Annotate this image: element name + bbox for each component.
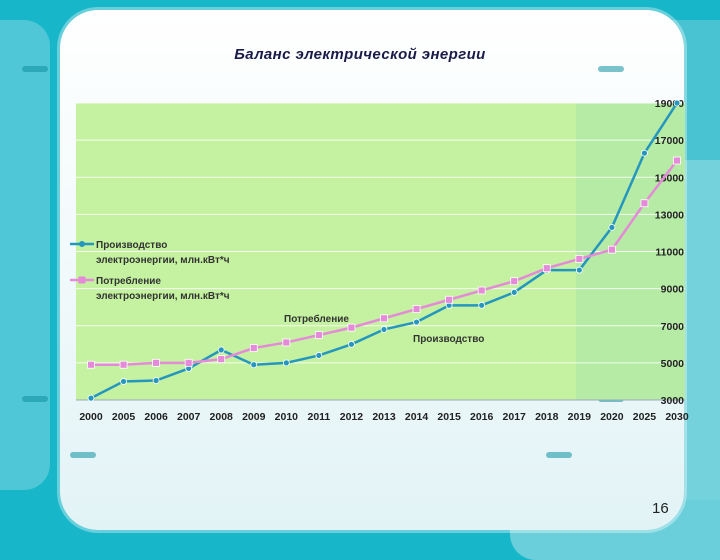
decor-bar-top-right — [598, 66, 624, 72]
annotation-production: Производство — [413, 334, 484, 345]
data-point — [608, 223, 616, 231]
decor-bar-mid-left — [22, 396, 48, 402]
data-point — [575, 266, 583, 274]
data-point — [119, 360, 128, 369]
data-point — [250, 361, 258, 369]
data-point — [607, 245, 616, 254]
x-tick-label: 2009 — [242, 411, 266, 423]
x-tick-label: 2006 — [144, 411, 168, 423]
x-tick-label: 2005 — [112, 411, 136, 423]
data-point — [542, 264, 551, 273]
data-point — [478, 301, 486, 309]
y-tick-label: 7000 — [661, 321, 685, 333]
x-tick-label: 2012 — [340, 411, 364, 423]
data-point — [413, 318, 420, 326]
data-point — [217, 346, 225, 354]
background-panel-left — [0, 20, 50, 490]
x-tick-label: 2000 — [79, 411, 103, 423]
annotation-consumption: Потребление — [284, 313, 349, 325]
data-point — [314, 331, 323, 339]
data-point — [673, 156, 681, 165]
x-tick-label: 2015 — [437, 411, 461, 423]
x-tick-label: 2025 — [633, 411, 657, 423]
legend-label: электроэнергии, млн.кВт*ч — [96, 255, 230, 266]
x-tick-label: 2010 — [275, 411, 299, 423]
y-tick-label: 17000 — [655, 135, 684, 147]
x-tick-label: 2030 — [665, 411, 689, 423]
x-tick-label: 2013 — [372, 411, 396, 423]
decor-bar-top-left — [22, 66, 48, 72]
legend-label: Производство — [96, 240, 167, 251]
data-point — [412, 305, 421, 313]
legend-label: Потребление — [96, 275, 161, 287]
decor-bar-low-left — [70, 452, 96, 458]
data-point — [184, 358, 193, 367]
data-point — [510, 277, 519, 286]
x-tick-label: 2014 — [405, 411, 429, 423]
data-point — [445, 295, 454, 304]
data-point — [152, 377, 160, 384]
data-point — [120, 378, 127, 385]
data-point — [477, 286, 486, 295]
line-chart: 3000500070009000110001300015000170001900… — [70, 98, 689, 423]
data-point — [641, 149, 648, 157]
y-tick-label: 11000 — [655, 247, 684, 259]
decor-bar-low-right — [546, 452, 572, 458]
x-tick-label: 2007 — [177, 411, 201, 423]
data-point — [315, 352, 323, 359]
data-point — [347, 323, 356, 332]
x-tick-label: 2008 — [210, 411, 234, 423]
x-tick-label: 2020 — [600, 411, 624, 423]
y-tick-label: 3000 — [661, 395, 685, 407]
data-point — [282, 359, 290, 367]
y-tick-label: 5000 — [661, 358, 685, 370]
data-point — [87, 360, 95, 369]
legend-label: электроэнергии, млн.кВт*ч — [96, 291, 230, 302]
data-point — [510, 288, 518, 296]
x-tick-label: 2019 — [568, 411, 592, 423]
data-point — [282, 338, 291, 347]
data-point — [380, 314, 388, 323]
x-tick-label: 2011 — [307, 411, 330, 423]
legend-marker — [79, 241, 85, 247]
data-point — [380, 326, 388, 333]
page-number: 16 — [652, 500, 669, 517]
data-point — [348, 340, 355, 348]
x-tick-label: 2017 — [503, 411, 527, 423]
data-point — [152, 358, 161, 367]
legend-marker — [78, 276, 86, 284]
data-point — [217, 355, 226, 364]
data-point — [575, 255, 584, 263]
slide-title: Баланс электрической энергии — [234, 46, 486, 63]
data-point — [249, 344, 258, 352]
y-tick-label: 13000 — [655, 209, 684, 221]
data-point — [640, 199, 649, 208]
data-point — [673, 99, 681, 107]
x-tick-label: 2016 — [470, 411, 494, 423]
data-point — [87, 394, 95, 402]
x-tick-label: 2018 — [535, 411, 559, 423]
y-tick-label: 9000 — [661, 284, 685, 296]
